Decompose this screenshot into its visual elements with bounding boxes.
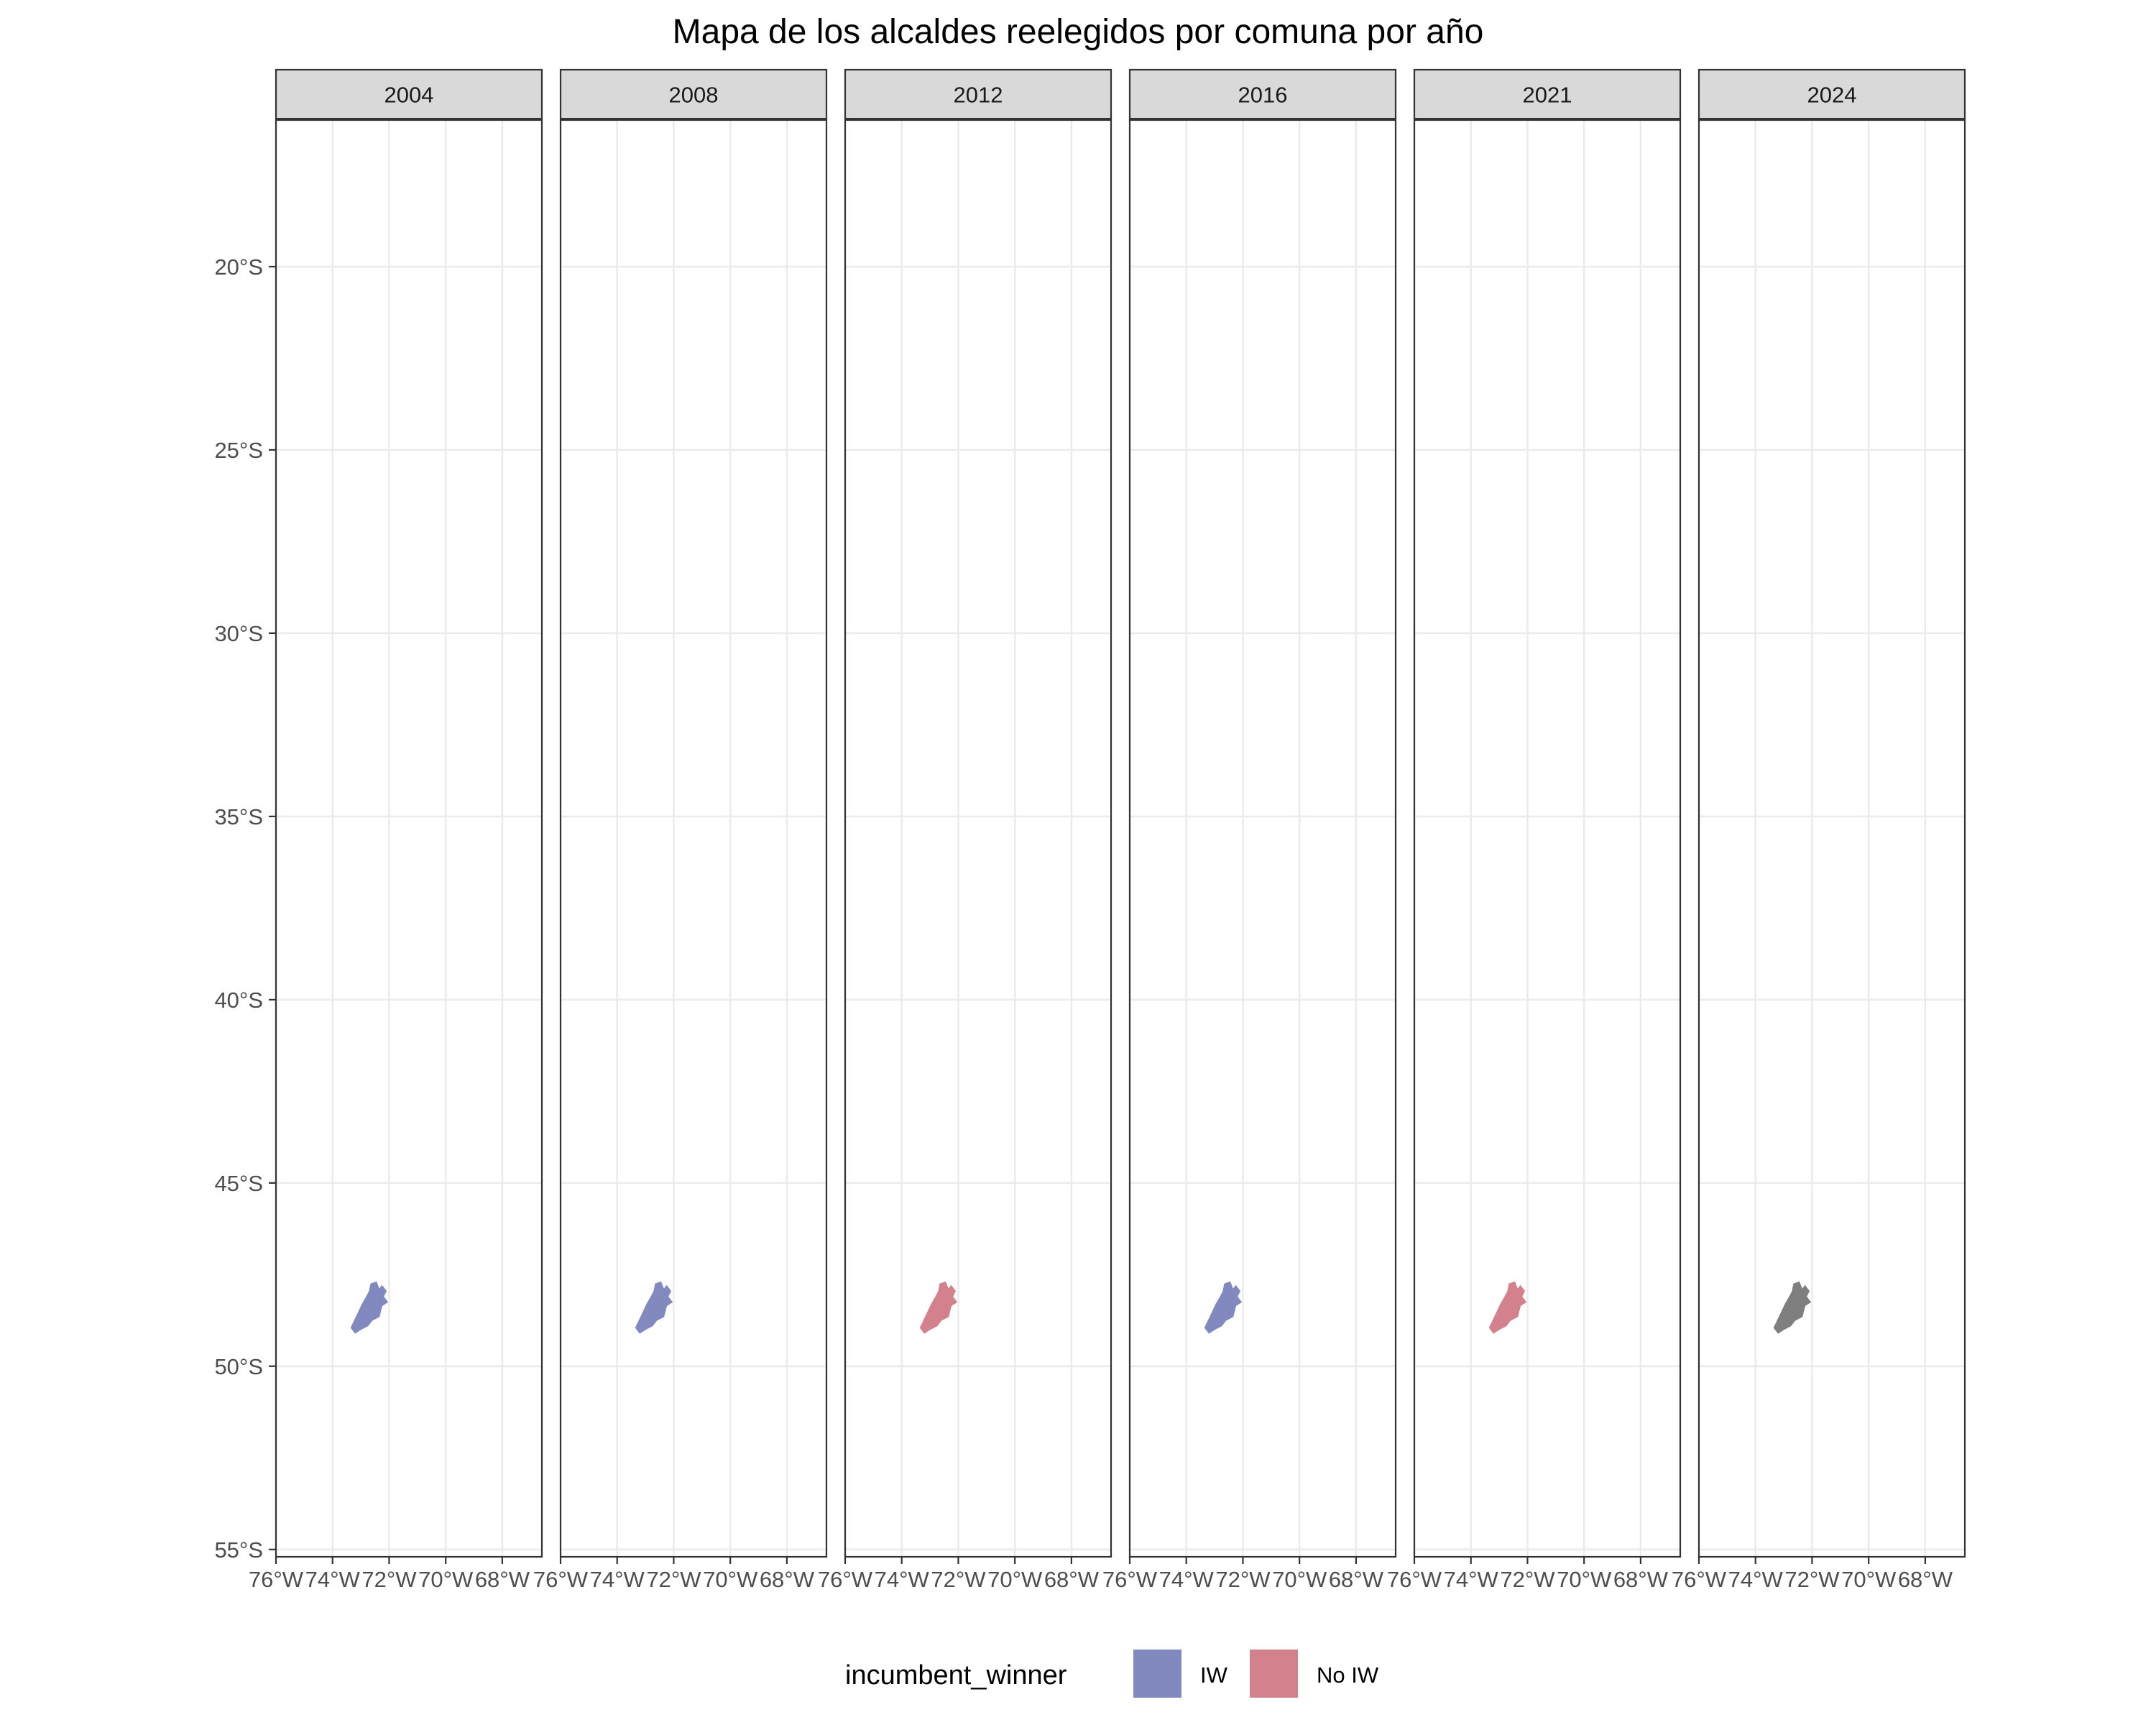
x-tick-label: 74°W	[875, 1567, 930, 1592]
x-tick-label: 74°W	[1728, 1567, 1784, 1592]
x-tick-label: 72°W	[361, 1567, 417, 1592]
x-tick-label: 74°W	[1444, 1567, 1499, 1592]
x-tick-label: 72°W	[931, 1567, 986, 1592]
y-tick-label: 55°S	[214, 1537, 263, 1563]
legend: incumbent_winner IW No IW	[845, 1650, 1379, 1698]
x-tick-label: 68°W	[1898, 1567, 1953, 1592]
x-tick-label: 68°W	[1329, 1567, 1384, 1592]
legend-title: incumbent_winner	[845, 1660, 1067, 1690]
y-tick-label: 20°S	[214, 254, 263, 280]
y-tick-label: 45°S	[214, 1171, 263, 1196]
facet-panel-2016: 2016 76°W 74°W 72°W 70°W 68°W	[1102, 68, 1397, 1592]
facet-panel-2012: 2012 76°W 74°W 72°W 70°W 68°W	[818, 68, 1112, 1592]
facet-strip-label: 2004	[384, 83, 434, 108]
x-tick-label: 72°W	[646, 1567, 701, 1592]
panel-background	[276, 120, 542, 1557]
facet-strip-label: 2024	[1807, 83, 1857, 108]
panel-background	[845, 120, 1111, 1557]
legend-label: IW	[1200, 1662, 1228, 1688]
x-tick-label: 68°W	[1044, 1567, 1100, 1592]
x-tick-label: 76°W	[1672, 1567, 1727, 1592]
facet-panel-2024: 2024 76°W 74°W 72°W 70°W 68°W	[1672, 68, 1966, 1592]
x-tick-label: 70°W	[703, 1567, 758, 1592]
chart-title: Mapa de los alcaldes reelegidos por comu…	[673, 13, 1484, 51]
x-tick-label: 70°W	[987, 1567, 1043, 1592]
facet-strip-label: 2012	[954, 83, 1003, 108]
x-tick-label: 76°W	[533, 1567, 589, 1592]
region-shape-2008	[635, 1281, 673, 1334]
x-tick-label: 76°W	[249, 1567, 304, 1592]
x-tick-label: 70°W	[1841, 1567, 1897, 1592]
facet-panel-2004: 2004 76°W 74°W 72°W 70°W 68°W 20°S 25°S 30°S 35°S…	[214, 68, 543, 1592]
y-tick-label: 50°S	[214, 1354, 263, 1379]
x-tick-label: 76°W	[818, 1567, 873, 1592]
legend-swatch-no-iw	[1250, 1650, 1298, 1698]
facet-strip-label: 2021	[1523, 83, 1572, 108]
region-shape-2004	[350, 1281, 389, 1334]
facet-strip	[275, 68, 543, 121]
region-shape-2021	[1488, 1281, 1527, 1334]
facet-strip	[1697, 68, 1966, 121]
region-shape-2024	[1773, 1281, 1812, 1334]
panel-background	[1130, 120, 1396, 1557]
legend-label: No IW	[1317, 1662, 1379, 1688]
facet-strip-label: 2008	[669, 83, 719, 108]
facet-panel-2021: 2021 76°W 74°W 72°W 70°W 68°W	[1387, 68, 1682, 1592]
y-tick-label: 40°S	[214, 988, 263, 1013]
facet-panel-2008: 2008 76°W 74°W 72°W 70°W 68°W	[533, 68, 828, 1592]
x-tick-label: 70°W	[1272, 1567, 1327, 1592]
x-tick-label: 76°W	[1102, 1567, 1158, 1592]
facet-strip	[844, 68, 1112, 121]
x-tick-label: 74°W	[1159, 1567, 1215, 1592]
x-tick-label: 68°W	[760, 1567, 815, 1592]
panel-background	[1699, 120, 1965, 1557]
x-tick-label: 68°W	[475, 1567, 530, 1592]
x-tick-label: 68°W	[1613, 1567, 1669, 1592]
facet-strip	[559, 68, 828, 121]
y-tick-label: 35°S	[214, 804, 263, 829]
x-tick-label: 74°W	[305, 1567, 361, 1592]
facet-strip	[1128, 68, 1397, 121]
panel-background	[1414, 120, 1680, 1557]
x-tick-label: 72°W	[1784, 1567, 1840, 1592]
x-tick-label: 74°W	[590, 1567, 645, 1592]
x-tick-label: 76°W	[1387, 1567, 1442, 1592]
y-tick-label: 25°S	[214, 438, 263, 463]
region-shape-2012	[919, 1281, 958, 1334]
x-tick-label: 70°W	[418, 1567, 474, 1592]
region-shape-2016	[1204, 1281, 1243, 1334]
panel-background	[561, 120, 826, 1557]
legend-swatch-iw	[1133, 1650, 1181, 1698]
x-tick-label: 72°W	[1215, 1567, 1271, 1592]
x-tick-label: 70°W	[1557, 1567, 1612, 1592]
x-tick-label: 72°W	[1500, 1567, 1555, 1592]
y-tick-label: 30°S	[214, 621, 263, 646]
facet-strip-label: 2016	[1238, 83, 1288, 108]
